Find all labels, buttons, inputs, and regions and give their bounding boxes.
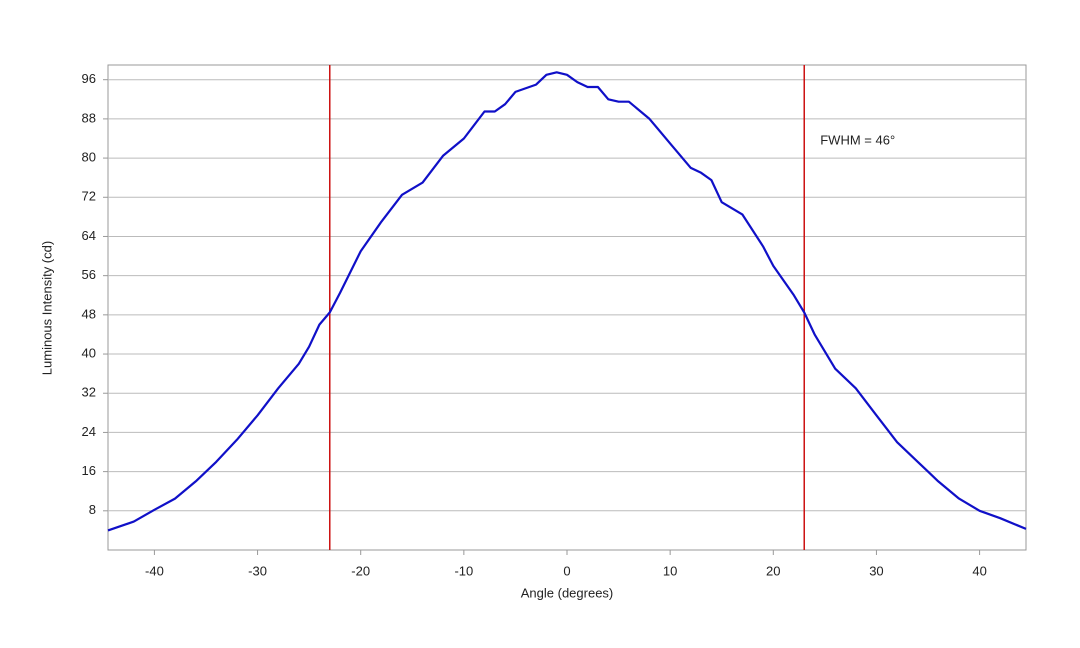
y-tick-label: 16	[82, 463, 96, 478]
y-tick-label: 40	[82, 345, 96, 360]
y-axis-label: Luminous Intensity (cd)	[39, 241, 54, 375]
y-tick-label: 64	[82, 228, 96, 243]
y-tick-label: 88	[82, 110, 96, 125]
y-tick-label: 32	[82, 385, 96, 400]
y-tick-label: 48	[82, 306, 96, 321]
y-tick-label: 80	[82, 150, 96, 165]
x-tick-label: 10	[663, 563, 677, 578]
x-tick-label: -40	[145, 563, 164, 578]
y-tick-label: 72	[82, 189, 96, 204]
annotation: FWHM = 46°	[820, 132, 895, 147]
y-tick-label: 8	[89, 502, 96, 517]
x-axis-label: Angle (degrees)	[521, 585, 614, 600]
plot-area	[107, 64, 1027, 551]
y-tick-label: 24	[82, 424, 96, 439]
y-tick-label: 96	[82, 71, 96, 86]
x-tick-label: 0	[563, 563, 570, 578]
x-tick-label: 20	[766, 563, 780, 578]
data-line	[107, 71, 1027, 532]
y-tick-label: 56	[82, 267, 96, 282]
x-tick-label: -30	[248, 563, 267, 578]
x-tick-label: 40	[972, 563, 986, 578]
x-tick-label: -10	[454, 563, 473, 578]
x-tick-label: 30	[869, 563, 883, 578]
x-tick-label: -20	[351, 563, 370, 578]
